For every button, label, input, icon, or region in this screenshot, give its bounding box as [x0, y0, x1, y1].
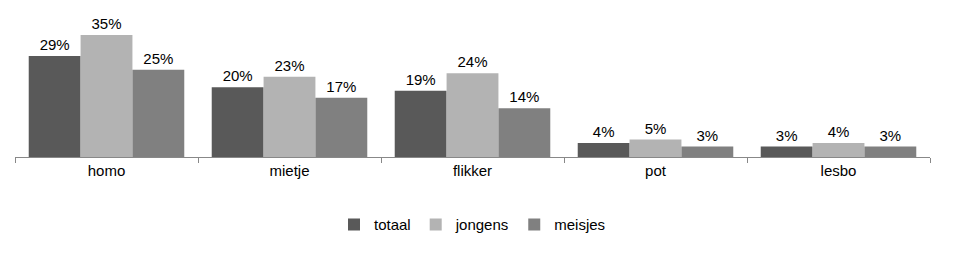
svg-text:pot: pot: [645, 162, 667, 179]
svg-text:mietje: mietje: [269, 162, 309, 179]
svg-text:14%: 14%: [509, 88, 539, 105]
svg-text:25%: 25%: [143, 50, 173, 67]
svg-text:flikker: flikker: [453, 162, 492, 179]
svg-text:totaal: totaal: [374, 216, 411, 233]
svg-text:meisjes: meisjes: [554, 216, 605, 233]
svg-text:35%: 35%: [91, 15, 121, 32]
svg-text:19%: 19%: [406, 71, 436, 88]
svg-text:17%: 17%: [326, 78, 356, 95]
svg-text:3%: 3%: [776, 127, 798, 144]
svg-text:3%: 3%: [880, 127, 902, 144]
svg-text:29%: 29%: [40, 36, 70, 53]
svg-text:24%: 24%: [457, 53, 487, 70]
svg-text:20%: 20%: [223, 67, 253, 84]
svg-text:lesbo: lesbo: [821, 162, 857, 179]
svg-text:5%: 5%: [645, 120, 667, 137]
svg-text:4%: 4%: [593, 123, 615, 140]
svg-text:3%: 3%: [697, 127, 719, 144]
svg-text:4%: 4%: [828, 123, 850, 140]
svg-text:jongens: jongens: [455, 216, 509, 233]
svg-text:homo: homo: [88, 162, 126, 179]
svg-text:23%: 23%: [274, 57, 304, 74]
